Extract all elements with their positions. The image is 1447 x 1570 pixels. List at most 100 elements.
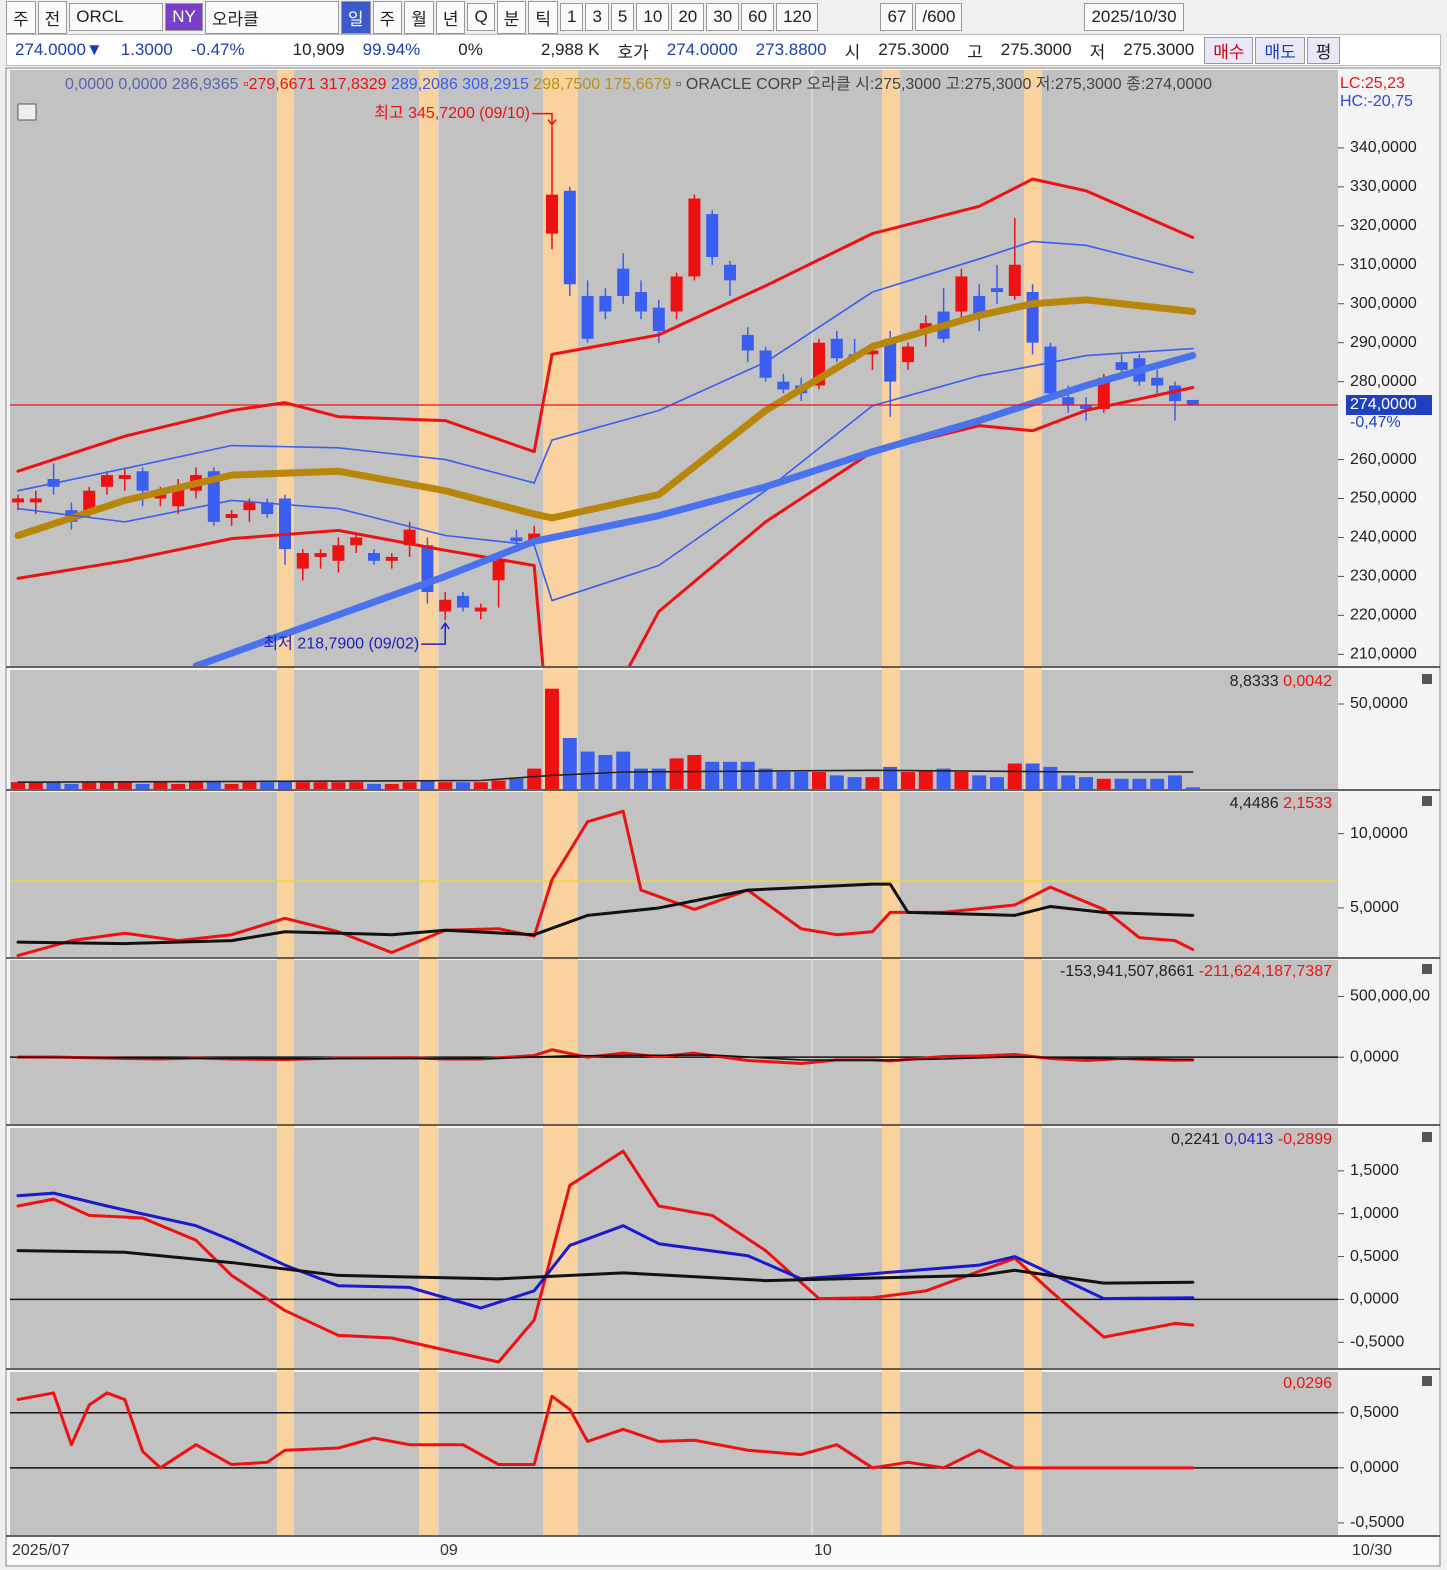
period-button[interactable]: 년	[435, 0, 466, 34]
volume-bar	[1096, 778, 1111, 789]
buy-button[interactable]: 매수	[1204, 36, 1254, 64]
volume-bar	[1061, 775, 1076, 789]
volume-bar	[384, 783, 399, 789]
candle-body	[279, 498, 291, 550]
band	[277, 70, 294, 1535]
interval-button[interactable]: 5	[610, 3, 635, 31]
line-series	[17, 1054, 1194, 1062]
period-button[interactable]: Q	[467, 3, 495, 31]
market-badge: NY	[165, 3, 203, 31]
x-axis-label: 10/30	[1352, 1542, 1392, 1559]
candle-body	[1186, 399, 1199, 406]
legend-item: 289,2086 308,2915	[391, 76, 529, 93]
interval-button[interactable]: 3	[585, 3, 609, 31]
y-tick-label: 1,0000	[1350, 1205, 1399, 1222]
panel-close[interactable]	[1422, 796, 1432, 806]
panel-close[interactable]	[1422, 1376, 1432, 1386]
volume-bar	[723, 761, 737, 789]
button[interactable]: 평	[1306, 36, 1341, 64]
tab[interactable]: 전	[37, 0, 68, 34]
period-button[interactable]: 분	[496, 0, 527, 34]
y-tick-label: 260,0000	[1350, 451, 1417, 468]
interval-button[interactable]: 1	[559, 3, 584, 31]
volume-bar	[11, 782, 25, 789]
y-tick-label: 1,5000	[1350, 1162, 1399, 1179]
symbol-input[interactable]: ORCL	[69, 3, 164, 31]
candle-body	[492, 560, 505, 581]
line-series	[17, 347, 1194, 602]
volume-bar	[865, 777, 880, 789]
interval-button[interactable]: 30	[706, 3, 740, 31]
period-button[interactable]: 일	[340, 0, 371, 34]
panel-bg	[10, 960, 1338, 1124]
y-tick-label: 0,0000	[1350, 1459, 1399, 1476]
period-button[interactable]: 월	[404, 0, 434, 34]
candle-body	[101, 475, 113, 487]
volume-bar	[1168, 775, 1182, 789]
volume-bar	[1043, 766, 1058, 789]
grid-icon[interactable]	[17, 103, 37, 121]
candle-body	[777, 381, 790, 390]
line-series	[16, 1149, 1195, 1364]
legend-item: 0,0296	[1283, 1375, 1332, 1392]
x-axis-bg	[8, 1537, 1438, 1565]
panel-legend: 0,2241 0,0413 -0,2899	[1171, 1131, 1332, 1148]
volume-bar	[598, 755, 613, 789]
candle-body	[991, 288, 1003, 293]
candle-body	[884, 338, 897, 382]
candle-body	[724, 264, 736, 281]
band	[1024, 70, 1042, 1535]
candle-body	[528, 533, 541, 542]
line-series	[17, 240, 1194, 492]
candle-body	[1026, 292, 1039, 343]
volume-bar	[954, 772, 969, 789]
sell-button[interactable]: 매도	[1255, 36, 1305, 64]
count-input[interactable]: 67	[880, 3, 914, 31]
volume-bar	[64, 783, 79, 789]
line-series	[192, 352, 1197, 666]
candle-body	[474, 607, 487, 612]
line-series	[17, 769, 1194, 784]
band	[419, 70, 437, 1535]
candle-body	[902, 346, 914, 363]
y-tick-label: 340,0000	[1350, 139, 1417, 156]
low: 275.3000	[1123, 40, 1195, 59]
panel-close[interactable]	[1422, 964, 1432, 974]
panel-close[interactable]	[1422, 674, 1432, 684]
volume-bar	[46, 782, 61, 789]
ask: 274.0000	[666, 40, 738, 59]
panel	[11, 688, 1200, 789]
interval-button[interactable]: 10	[636, 3, 670, 31]
period-button[interactable]: 주	[372, 0, 403, 34]
candle-body	[563, 190, 576, 285]
candle-body	[225, 514, 238, 518]
interval-button[interactable]: 20	[671, 3, 705, 31]
interval-button[interactable]: 120	[776, 3, 819, 31]
panel-close[interactable]	[1422, 1132, 1432, 1142]
volume-bar	[171, 783, 186, 789]
candle-body	[919, 323, 932, 331]
interval-button[interactable]: 60	[741, 3, 775, 31]
volume-bar	[847, 777, 862, 789]
candle-body	[1080, 405, 1092, 409]
quote-bar: 274.0000▼ 1.3000 -0.47% 10,909 99.94% 0%…	[6, 34, 1441, 66]
volume-bar	[545, 688, 559, 789]
volume-bar	[776, 772, 791, 789]
candle-body	[599, 295, 612, 312]
panel-legend: -153,941,507,8661 -211,624,187,7387	[1060, 963, 1332, 980]
y-tick-label: 230,0000	[1350, 568, 1417, 585]
period-button[interactable]: 틱	[528, 0, 558, 34]
candle-body	[955, 276, 968, 312]
y-tick-label: 0,5000	[1350, 1248, 1399, 1265]
date-input[interactable]: 2025/10/30	[1084, 3, 1184, 31]
y-tick-label: 220,0000	[1350, 607, 1417, 624]
volume-bar	[616, 751, 631, 789]
ratio: 99.94%	[362, 40, 421, 59]
high: 275.3000	[1000, 40, 1072, 59]
tab[interactable]: 주	[6, 0, 36, 34]
symbol-name[interactable]: 오라클	[204, 0, 339, 34]
candle-body	[385, 556, 398, 561]
volume-bar	[1007, 763, 1022, 789]
current-price-label: 274,0000	[1350, 396, 1417, 413]
legend-item: -153,941,507,8661	[1060, 963, 1194, 980]
